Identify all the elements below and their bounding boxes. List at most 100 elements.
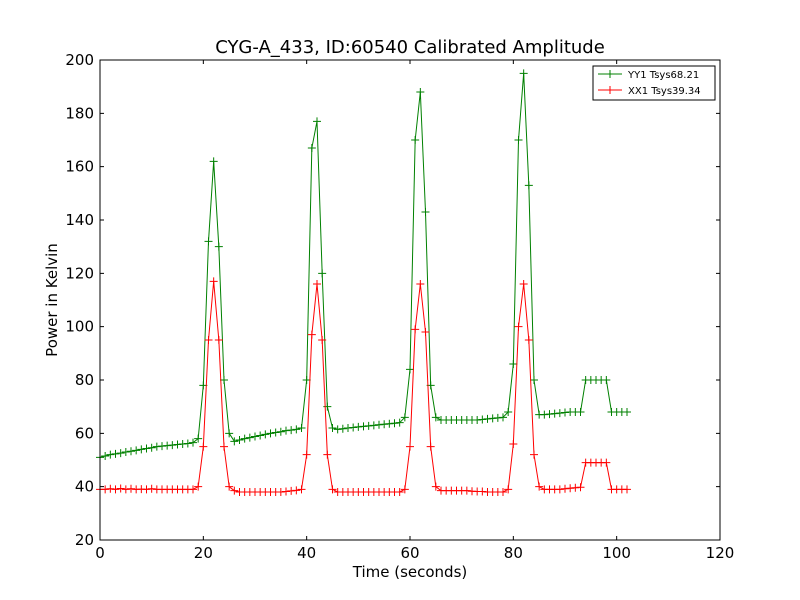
data-point — [416, 280, 425, 288]
data-point — [545, 410, 554, 419]
data-point — [297, 424, 306, 432]
data-point — [225, 429, 234, 438]
data-point — [530, 376, 538, 384]
data-point — [328, 424, 337, 432]
data-point — [509, 360, 518, 368]
data-point — [380, 420, 389, 429]
data-point — [561, 408, 569, 417]
data-point — [292, 425, 301, 434]
x-tick-label: 0 — [95, 544, 105, 562]
data-point — [116, 484, 125, 493]
data-point — [535, 482, 544, 491]
x-axis-label: Time (seconds) — [352, 563, 468, 581]
data-point — [390, 419, 399, 428]
data-point — [369, 421, 378, 430]
data-point — [359, 422, 368, 431]
y-tick-label: 140 — [65, 211, 94, 229]
data-point — [230, 486, 239, 495]
data-point — [395, 488, 404, 496]
data-point — [204, 336, 213, 344]
data-point — [147, 443, 156, 452]
data-point — [375, 420, 383, 429]
data-point — [189, 438, 197, 447]
data-point — [524, 336, 533, 344]
data-point — [256, 431, 265, 440]
data-point — [519, 280, 528, 288]
data-point — [344, 424, 352, 432]
data-point — [421, 328, 430, 336]
legend-label: XX1 Tsys39.34 — [628, 86, 701, 97]
data-point — [302, 376, 311, 384]
data-point — [199, 442, 208, 451]
legend: YY1 Tsys68.21 XX1 Tsys39.34 — [592, 65, 716, 101]
data-point — [555, 485, 564, 494]
data-point — [406, 365, 414, 374]
data-point — [313, 117, 321, 126]
data-point — [385, 419, 394, 428]
data-point — [566, 484, 575, 493]
data-point — [483, 414, 492, 423]
data-point — [514, 322, 523, 331]
data-point — [519, 69, 528, 78]
data-point — [323, 450, 332, 459]
x-tick-label: 60 — [400, 544, 419, 562]
data-point — [411, 136, 420, 144]
data-point — [240, 434, 249, 443]
data-point — [142, 444, 151, 453]
data-point — [147, 484, 156, 493]
data-point — [416, 88, 425, 96]
data-point — [406, 442, 414, 451]
data-point — [602, 376, 611, 384]
data-point — [220, 442, 228, 451]
data-point — [400, 485, 409, 494]
data-point — [493, 413, 502, 422]
data-point — [101, 452, 110, 460]
plot-frame — [99, 59, 721, 541]
data-point — [220, 376, 228, 384]
data-point — [302, 450, 311, 459]
data-point — [318, 269, 327, 278]
data-point — [395, 418, 404, 427]
data-point — [178, 440, 187, 448]
data-point — [478, 487, 487, 496]
data-point — [602, 458, 611, 467]
data-point — [623, 408, 631, 416]
data-point — [152, 442, 161, 451]
y-tick-label: 20 — [75, 531, 94, 549]
data-point — [106, 450, 115, 459]
data-point — [209, 277, 218, 286]
data-point — [509, 440, 518, 448]
y-tick-label: 60 — [75, 424, 94, 442]
data-point — [245, 433, 254, 442]
data-point — [111, 449, 120, 458]
series-line — [100, 281, 627, 493]
x-tick-label: 120 — [706, 544, 735, 562]
data-point — [168, 441, 177, 450]
data-point — [307, 330, 316, 339]
data-point — [282, 426, 290, 435]
data-point — [266, 429, 275, 438]
data-point — [323, 402, 332, 411]
data-point — [571, 483, 580, 492]
data-point — [214, 242, 223, 251]
data-point — [411, 325, 420, 334]
data-point — [307, 144, 316, 152]
data-point — [292, 486, 301, 495]
y-tick-label: 120 — [65, 264, 94, 282]
data-point — [426, 442, 435, 451]
x-tick-label: 20 — [194, 544, 213, 562]
data-point — [576, 483, 585, 492]
data-point — [225, 482, 234, 491]
data-point — [313, 280, 321, 288]
data-point — [121, 485, 130, 494]
series-0 — [96, 69, 631, 462]
data-point — [111, 485, 120, 494]
data-point — [364, 421, 373, 430]
data-point — [101, 485, 110, 494]
data-point — [499, 488, 507, 496]
data-point — [488, 414, 497, 423]
data-point — [530, 450, 538, 459]
data-point — [137, 445, 146, 454]
data-point — [127, 484, 135, 493]
